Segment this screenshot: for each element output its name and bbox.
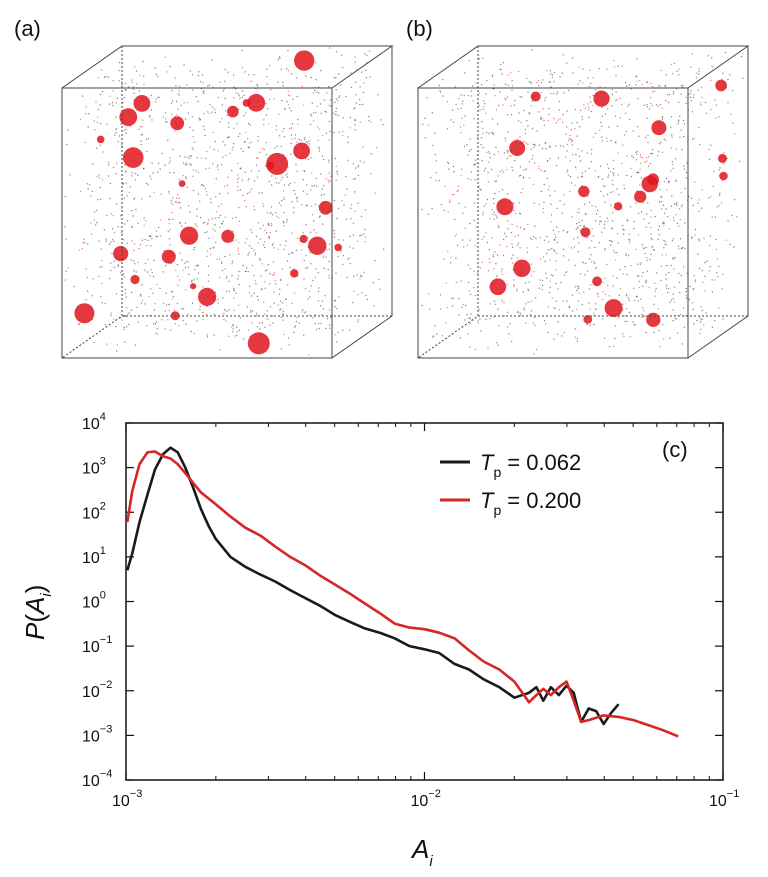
x-tick-label: 10−2	[411, 788, 441, 810]
legend-black-sub: p	[493, 464, 501, 480]
x-tick-label: 10−3	[112, 788, 142, 810]
y-tick-label: 102	[82, 500, 106, 522]
legend-red-value: = 0.200	[507, 488, 581, 513]
legend-red-sub: p	[493, 502, 501, 518]
legend-black-var: T	[480, 450, 495, 475]
legend-label-red: Tp = 0.200	[480, 488, 581, 518]
x-axis-title: Ai	[410, 834, 433, 870]
y-tick-label: 103	[82, 456, 106, 478]
y-tick-label: 10−2	[82, 679, 112, 701]
panel-a-label: (a)	[14, 16, 41, 41]
series-line-black	[126, 446, 620, 726]
series-line-red	[126, 450, 679, 738]
y-tick-label: 10−1	[82, 634, 112, 656]
y-axis-title: P(Ai)	[20, 585, 55, 640]
y-tick-label: 101	[82, 545, 106, 567]
legend-red-var: T	[480, 488, 495, 513]
legend-label-black: Tp = 0.062	[480, 450, 581, 480]
y-tick-label: 10−3	[82, 723, 112, 745]
panel-c-label: (c)	[662, 437, 688, 462]
y-tick-label: 100	[82, 590, 106, 612]
series-lines	[126, 446, 679, 738]
axis-ticks	[125, 422, 724, 781]
x-tick-label: 10−1	[709, 788, 739, 810]
cube-a-illustration	[61, 45, 394, 359]
plot-frame	[125, 422, 724, 781]
legend-black-value: = 0.062	[507, 450, 581, 475]
legend: Tp = 0.062 Tp = 0.200	[440, 450, 581, 518]
y-tick-label: 10−4	[82, 768, 112, 790]
tick-labels: 10−3 10−2 10−110−410−310−210−1100101102103…	[82, 411, 739, 810]
panel-b-label: (b)	[406, 16, 433, 41]
y-tick-label: 104	[82, 411, 106, 433]
cube-b-illustration	[417, 45, 750, 359]
